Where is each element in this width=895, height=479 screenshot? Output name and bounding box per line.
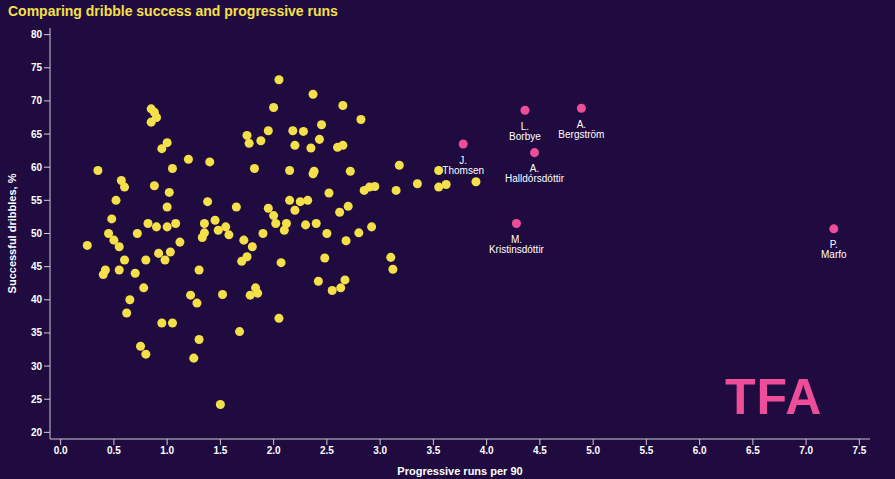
svg-text:Successful dribbles, %: Successful dribbles, % [8, 173, 18, 293]
svg-text:P.Marfo: P.Marfo [821, 239, 847, 260]
svg-text:M.Kristinsdóttir: M.Kristinsdóttir [489, 234, 545, 255]
svg-text:L.Borbye: L.Borbye [509, 121, 541, 142]
svg-text:65: 65 [31, 129, 43, 140]
svg-text:2.5: 2.5 [320, 445, 334, 456]
svg-text:Progressive runs per 90: Progressive runs per 90 [397, 465, 522, 477]
svg-text:7.0: 7.0 [799, 445, 813, 456]
svg-text:0.5: 0.5 [107, 445, 121, 456]
svg-text:60: 60 [31, 162, 43, 173]
svg-text:35: 35 [31, 327, 43, 338]
svg-text:80: 80 [31, 29, 43, 40]
svg-text:6.5: 6.5 [746, 445, 760, 456]
svg-text:A.Halldórsdóttir: A.Halldórsdóttir [505, 163, 565, 184]
svg-text:6.0: 6.0 [693, 445, 707, 456]
svg-text:55: 55 [31, 195, 43, 206]
svg-text:25: 25 [31, 394, 43, 405]
svg-text:40: 40 [31, 294, 43, 305]
svg-text:0.0: 0.0 [54, 445, 68, 456]
svg-text:5.5: 5.5 [639, 445, 653, 456]
html-text:TFA: TFA [725, 369, 823, 425]
svg-text:7.5: 7.5 [852, 445, 866, 456]
svg-text:3.0: 3.0 [373, 445, 387, 456]
svg-text:50: 50 [31, 228, 43, 239]
svg-text:2.0: 2.0 [267, 445, 281, 456]
svg-text:45: 45 [31, 261, 43, 272]
svg-text:4.0: 4.0 [480, 445, 494, 456]
svg-text:4.5: 4.5 [533, 445, 547, 456]
svg-text:5.0: 5.0 [586, 445, 600, 456]
html-text:Comparing dribble success and: Comparing dribble success and progressiv… [8, 3, 338, 19]
svg-text:30: 30 [31, 361, 43, 372]
svg-text:3.5: 3.5 [426, 445, 440, 456]
svg-text:70: 70 [31, 95, 43, 106]
svg-text:1.5: 1.5 [213, 445, 227, 456]
svg-text:20: 20 [31, 427, 43, 438]
svg-text:1.0: 1.0 [160, 445, 174, 456]
svg-text:J.Thomsen: J.Thomsen [442, 155, 484, 176]
svg-text:75: 75 [31, 62, 43, 73]
svg-text:A.Bergström: A.Bergström [558, 119, 604, 140]
